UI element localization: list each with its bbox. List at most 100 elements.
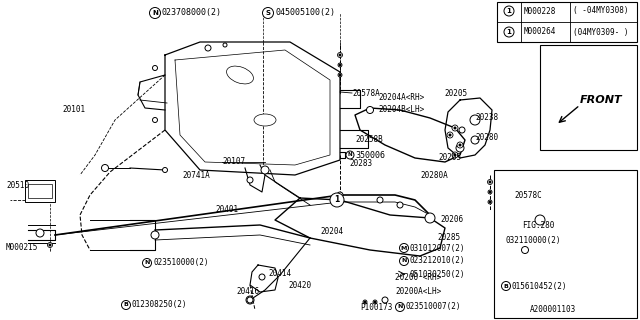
Text: M000215: M000215 <box>6 244 38 252</box>
Text: 012308250(2): 012308250(2) <box>132 300 188 309</box>
Text: 023212010(2): 023212010(2) <box>410 257 465 266</box>
Bar <box>494 170 637 318</box>
Circle shape <box>399 244 408 252</box>
Text: S: S <box>266 10 271 16</box>
Circle shape <box>143 259 152 268</box>
Circle shape <box>454 154 456 156</box>
Circle shape <box>247 297 253 303</box>
Circle shape <box>399 257 408 266</box>
Text: M: M <box>401 245 407 251</box>
Circle shape <box>47 243 52 247</box>
Circle shape <box>152 117 157 123</box>
Text: 20280: 20280 <box>475 133 498 142</box>
Text: N: N <box>401 259 406 263</box>
Circle shape <box>338 73 342 77</box>
Circle shape <box>396 302 404 311</box>
Text: 023708000(2): 023708000(2) <box>162 9 222 18</box>
Circle shape <box>457 142 463 148</box>
Circle shape <box>151 231 159 239</box>
Text: 20238: 20238 <box>475 114 498 123</box>
Circle shape <box>247 177 253 183</box>
Circle shape <box>337 192 343 198</box>
Text: M000228: M000228 <box>524 6 556 15</box>
Circle shape <box>339 74 341 76</box>
Circle shape <box>363 300 367 304</box>
Circle shape <box>452 152 458 158</box>
Circle shape <box>488 190 492 194</box>
Text: FRONT: FRONT <box>580 95 622 105</box>
Text: 20204A<RH>: 20204A<RH> <box>378 93 424 102</box>
Ellipse shape <box>227 66 253 84</box>
Text: N: N <box>397 305 403 309</box>
Text: 031012007(2): 031012007(2) <box>410 244 465 252</box>
Text: 015610452(2): 015610452(2) <box>512 282 568 291</box>
Text: 1: 1 <box>507 8 511 14</box>
Text: 045005100(2): 045005100(2) <box>275 9 335 18</box>
Circle shape <box>504 6 514 16</box>
Text: 20200 <RH>: 20200 <RH> <box>395 274 441 283</box>
Circle shape <box>488 200 492 204</box>
Circle shape <box>454 127 456 129</box>
Text: M000264: M000264 <box>524 28 556 36</box>
Text: A200001103: A200001103 <box>530 305 576 314</box>
Text: 20285: 20285 <box>437 234 460 243</box>
Text: 20283: 20283 <box>349 158 372 167</box>
Text: 032110000(2): 032110000(2) <box>505 236 561 244</box>
Circle shape <box>339 54 341 56</box>
Text: N: N <box>152 10 158 16</box>
Text: 350006: 350006 <box>355 150 385 159</box>
Circle shape <box>373 300 377 304</box>
Text: 20204B<LH>: 20204B<LH> <box>378 106 424 115</box>
Circle shape <box>49 244 51 246</box>
Circle shape <box>330 193 344 207</box>
Bar <box>25 180 55 202</box>
Circle shape <box>471 136 479 144</box>
Circle shape <box>449 134 451 136</box>
Circle shape <box>367 107 374 114</box>
Circle shape <box>382 297 388 303</box>
Text: 20578C: 20578C <box>514 191 541 201</box>
Circle shape <box>246 296 254 304</box>
Circle shape <box>502 282 511 291</box>
Bar <box>497 2 637 42</box>
Text: 20510: 20510 <box>6 180 29 189</box>
Text: 20101: 20101 <box>62 106 85 115</box>
Text: 20280A: 20280A <box>420 171 448 180</box>
Text: 20205: 20205 <box>438 154 461 163</box>
Circle shape <box>205 45 211 51</box>
Circle shape <box>122 300 131 309</box>
Circle shape <box>223 43 227 47</box>
Circle shape <box>397 202 403 208</box>
Text: B: B <box>504 284 508 289</box>
Circle shape <box>102 164 109 172</box>
Circle shape <box>36 229 44 237</box>
Circle shape <box>470 115 480 125</box>
Text: 20578A: 20578A <box>352 89 380 98</box>
Circle shape <box>262 7 273 19</box>
Circle shape <box>504 27 514 37</box>
Circle shape <box>489 181 491 183</box>
Text: P100173: P100173 <box>360 302 392 311</box>
Ellipse shape <box>254 114 276 126</box>
Circle shape <box>489 191 491 193</box>
Circle shape <box>259 274 265 280</box>
Circle shape <box>452 125 458 131</box>
Text: N: N <box>348 153 352 157</box>
Circle shape <box>338 63 342 67</box>
Circle shape <box>489 201 491 203</box>
Text: 023510000(2): 023510000(2) <box>153 259 209 268</box>
Circle shape <box>459 127 465 133</box>
Text: 023510007(2): 023510007(2) <box>406 302 461 311</box>
Circle shape <box>163 167 168 172</box>
Circle shape <box>364 301 366 303</box>
Circle shape <box>346 151 354 159</box>
Circle shape <box>425 213 435 223</box>
Circle shape <box>522 246 529 253</box>
Text: 20414: 20414 <box>268 269 291 278</box>
Text: 20258B: 20258B <box>355 135 383 145</box>
Circle shape <box>460 144 461 146</box>
Text: 20205: 20205 <box>444 90 467 99</box>
Text: 20420: 20420 <box>288 281 311 290</box>
Circle shape <box>377 197 383 203</box>
Text: 20200A<LH>: 20200A<LH> <box>395 286 441 295</box>
